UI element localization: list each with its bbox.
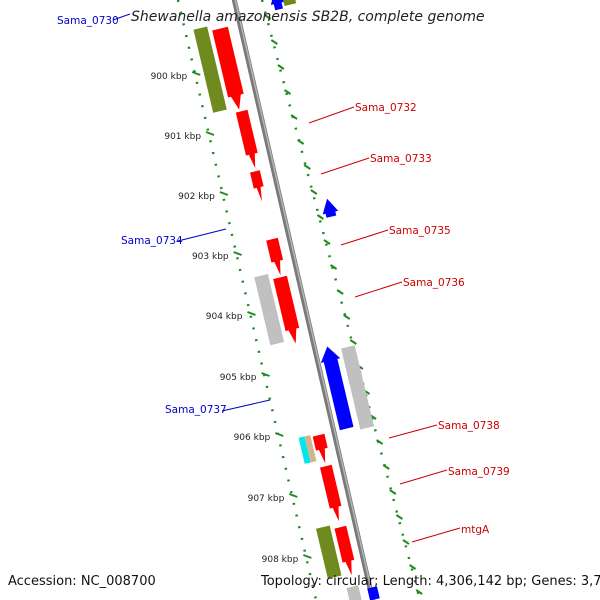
feature-sama-0733 [250, 170, 264, 202]
feature-sama-0734 [322, 198, 339, 218]
ruler-tick [205, 131, 215, 136]
feature-blue-bottom [367, 586, 380, 600]
leader-line [340, 229, 389, 246]
right-dotted-guide [260, 0, 422, 600]
ruler-tick [274, 432, 284, 437]
feature-mtga [334, 525, 355, 576]
right-tick [409, 564, 417, 570]
ruler-tick [233, 251, 243, 256]
feature-olive-2 [316, 525, 342, 579]
right-tick [415, 589, 423, 595]
dotted-guides [176, 0, 422, 600]
right-tick [343, 314, 351, 320]
gene-labels: Sama_0730 Sama_0732 Sama_0733 Sama_0734 Sama… [57, 15, 510, 536]
right-tick [395, 514, 403, 520]
leader-line [320, 157, 370, 175]
backbone-highlight [234, 0, 375, 600]
leader-line [308, 106, 355, 124]
feature-sama-0731 [212, 26, 244, 110]
feature-olive-top [283, 0, 297, 6]
accession-label: Accession: NC_008700 [8, 574, 156, 589]
right-tick [336, 289, 344, 295]
ruler-tick [288, 493, 298, 498]
right-tick [270, 39, 278, 45]
ruler-label: 905 kbp [220, 373, 257, 383]
right-tick [382, 464, 390, 470]
gene-label: Sama_0734 [121, 235, 183, 247]
right-tick [323, 239, 331, 245]
leader-line [399, 469, 448, 485]
right-tick [310, 189, 318, 195]
leader-line [112, 13, 131, 21]
gene-label: Sama_0737 [165, 404, 227, 416]
ruler-ticks [264, 14, 423, 595]
feature-sama-0736 [273, 275, 300, 344]
right-tick [402, 539, 410, 545]
map-title: Shewanella amazonensis SB2B, complete ge… [131, 9, 485, 25]
ruler-labels: 900 kbp 901 kbp 902 kbp 903 kbp 904 kbp 905 k… [151, 71, 312, 565]
right-tick [349, 339, 357, 345]
ruler-tick [302, 554, 312, 559]
left-dotted-guide [176, 0, 318, 600]
leader-line [411, 527, 461, 543]
ruler-label: 900 kbp [151, 72, 188, 82]
right-tick [303, 164, 311, 170]
gene-label: Sama_0735 [389, 225, 451, 237]
right-tick [297, 139, 305, 145]
right-tick [316, 214, 324, 220]
ruler-label: 903 kbp [192, 252, 229, 262]
right-tick [290, 114, 298, 120]
ruler-label: 906 kbp [234, 433, 271, 443]
gene-label: Sama_0732 [355, 102, 417, 114]
leader-line [221, 399, 271, 412]
feature-cyan-1 [298, 436, 311, 464]
gene-label: Sama_0738 [438, 420, 500, 432]
ruler-tick [219, 191, 229, 196]
right-tick [389, 489, 397, 495]
backbone-line [231, 0, 376, 600]
feature-sama-0738a [312, 433, 328, 464]
feature-tan-1 [304, 435, 317, 463]
gene-label: Sama_0739 [448, 466, 510, 478]
genome-summary: Topology: circular; Length: 4,306,142 bp… [261, 574, 600, 589]
gene-label: Sama_0730 [57, 15, 119, 27]
ruler-label: 902 kbp [178, 192, 215, 202]
ruler-label: 907 kbp [248, 494, 285, 504]
ruler-label: 904 kbp [206, 312, 243, 322]
gene-label: Sama_0736 [403, 277, 465, 289]
feature-sama-0737 [320, 346, 354, 431]
feature-sama-0739 [320, 464, 342, 522]
feature-grey-bottom [346, 585, 362, 600]
right-tick [330, 264, 338, 270]
right-tick [283, 89, 292, 95]
ruler-tick [191, 71, 201, 76]
feature-sama-0735 [266, 237, 284, 276]
ruler-tick [247, 311, 256, 316]
ruler-label: 908 kbp [262, 555, 299, 565]
leader-line [354, 281, 403, 298]
gene-label: mtgA [461, 524, 490, 536]
genome-backbone [231, 0, 376, 600]
right-tick [376, 439, 384, 445]
gene-label: Sama_0733 [370, 153, 432, 165]
leader-line [177, 228, 227, 242]
ruler-label: 901 kbp [164, 132, 201, 142]
right-tick [277, 64, 285, 70]
right-tick [264, 14, 272, 20]
label-leaders [112, 13, 461, 543]
leader-line [388, 424, 438, 439]
feature-grey-2 [341, 345, 374, 430]
ruler-tick [261, 372, 270, 377]
feature-olive-1 [193, 26, 227, 113]
feature-grey-1 [254, 274, 285, 346]
feature-sama-0730 [270, 0, 285, 11]
feature-sama-0732 [235, 109, 258, 169]
gene-features [193, 0, 380, 600]
